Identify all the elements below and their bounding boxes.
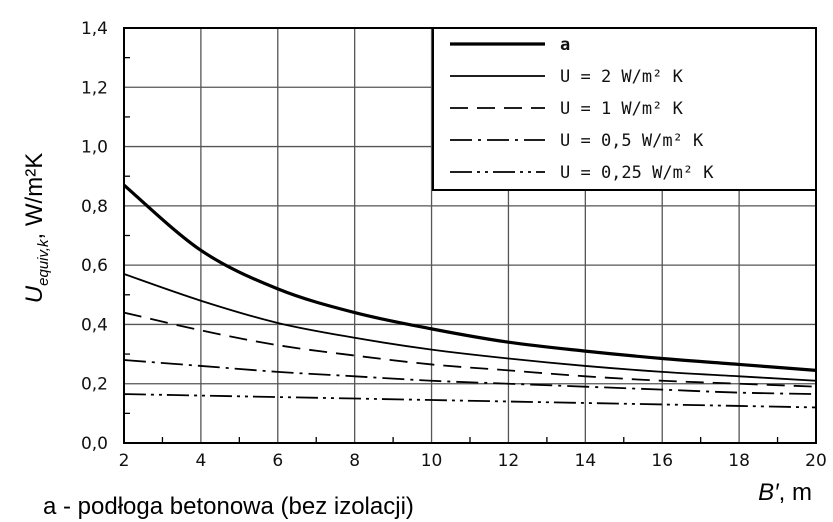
x-axis-label-main: B′ [758, 479, 780, 506]
y-tick-label: 0,4 [81, 315, 108, 335]
y-axis-label-unit: , W/m²K [21, 153, 48, 240]
x-tick-label: 2 [119, 451, 130, 471]
x-axis-label-unit: , m [779, 479, 812, 506]
series-layer [122, 183, 817, 409]
y-tick-labels: 0,0 0,2 0,4 0,6 0,8 1,0 1,2 1,4 [81, 19, 108, 454]
legend-label-3: U = 1 W/m² K [560, 99, 684, 119]
y-tick-label: 1,4 [81, 19, 108, 39]
legend-box [432, 27, 817, 191]
y-tick-label: 0,0 [81, 434, 108, 454]
series-line-4 [123, 359, 817, 395]
legend: a U = 2 W/m² K U = 1 W/m² K U = 0,5 W/m² K U… [432, 27, 817, 191]
legend-label-5: U = 0,25 W/m² K [560, 163, 714, 183]
x-tick-label: 16 [651, 451, 673, 471]
y-axis-label-main: U [21, 285, 48, 303]
series-line-5 [123, 393, 817, 409]
x-axis-label: B′, m [758, 479, 812, 506]
y-tick-label: 0,2 [81, 375, 108, 395]
y-tick-label: 1,0 [81, 138, 108, 158]
x-tick-label: 12 [498, 451, 520, 471]
x-tick-labels: 2 4 6 8 10 12 14 16 18 20 [119, 451, 827, 471]
series-line-2 [123, 273, 817, 382]
y-axis-label: Uequiv,k, W/m²K [21, 153, 52, 303]
y-tick-label: 1,2 [81, 78, 108, 98]
x-tick-label: 8 [349, 451, 360, 471]
x-tick-label: 20 [805, 451, 827, 471]
x-tick-label: 10 [421, 451, 443, 471]
y-axis-label-sub: equiv,k [35, 238, 52, 286]
series-line-3 [123, 311, 817, 388]
x-tick-label: 18 [728, 451, 750, 471]
x-tick-label: 6 [272, 451, 283, 471]
x-tick-label: 14 [575, 451, 597, 471]
series-line-1 [122, 183, 817, 372]
legend-label-4: U = 0,5 W/m² K [560, 131, 704, 151]
y-tick-label: 0,8 [81, 197, 108, 217]
legend-label-2: U = 2 W/m² K [560, 67, 684, 87]
y-tick-label: 0,6 [81, 256, 108, 276]
caption: a - podłoga betonowa (bez izolacji) [43, 493, 414, 520]
x-tick-label: 4 [195, 451, 206, 471]
legend-label-1: a [560, 35, 570, 55]
